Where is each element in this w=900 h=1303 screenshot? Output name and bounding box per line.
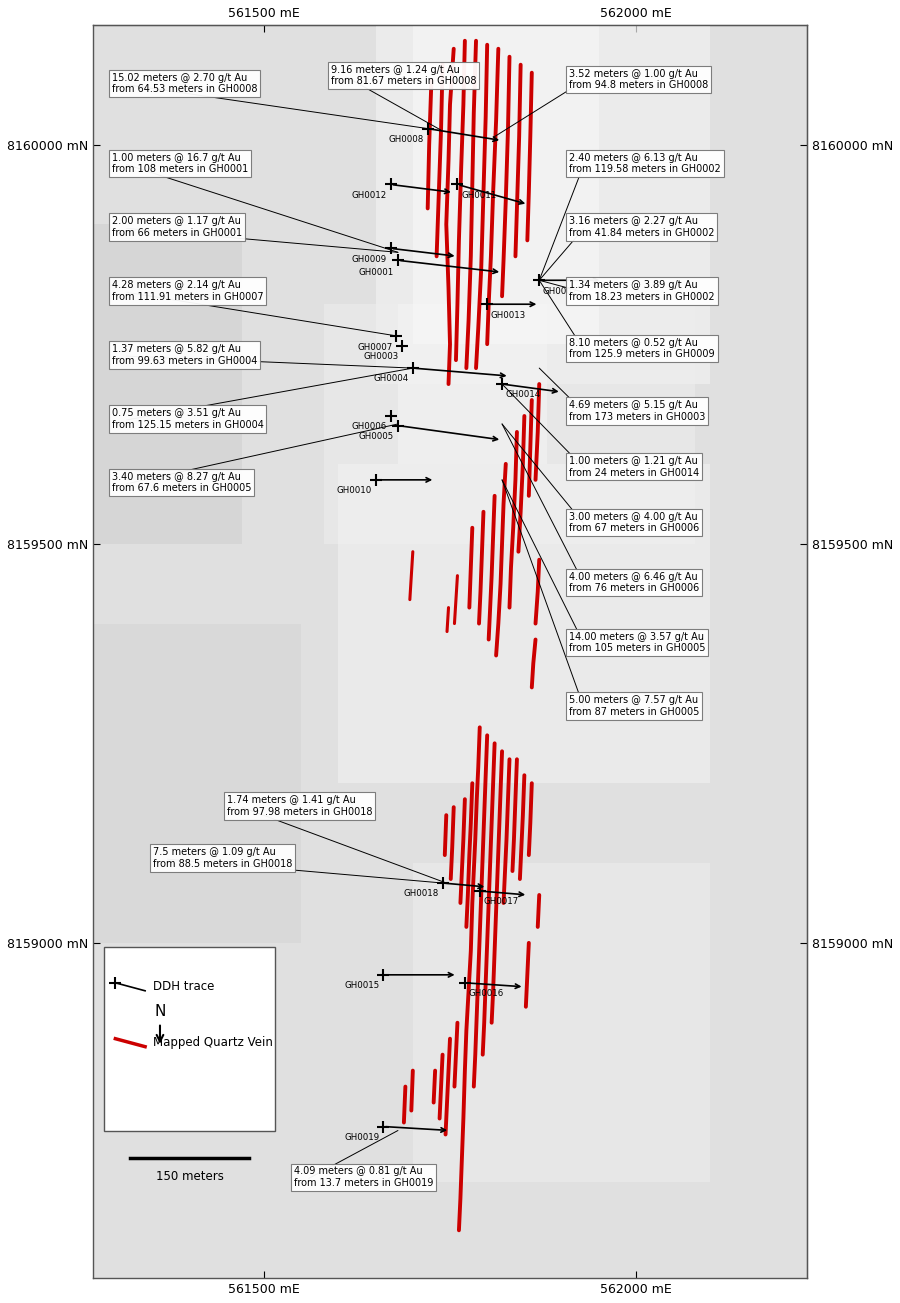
- Text: GH0008: GH0008: [389, 136, 424, 143]
- Text: 14.00 meters @ 3.57 g/t Au
from 105 meters in GH0005: 14.00 meters @ 3.57 g/t Au from 105 mete…: [569, 632, 706, 653]
- Text: GH0005: GH0005: [359, 433, 394, 440]
- Text: GH0012: GH0012: [352, 190, 387, 199]
- Bar: [338, 464, 710, 783]
- Text: 15.02 meters @ 2.70 g/t Au
from 64.53 meters in GH0008: 15.02 meters @ 2.70 g/t Au from 64.53 me…: [112, 73, 257, 94]
- Text: Mapped Quartz Vein: Mapped Quartz Vein: [152, 1036, 273, 1049]
- Text: GH0007: GH0007: [357, 343, 392, 352]
- Text: GH0006: GH0006: [352, 422, 387, 431]
- Text: 8.10 meters @ 0.52 g/t Au
from 125.9 meters in GH0009: 8.10 meters @ 0.52 g/t Au from 125.9 met…: [569, 337, 715, 360]
- Text: 4.28 meters @ 2.14 g/t Au
from 111.91 meters in GH0007: 4.28 meters @ 2.14 g/t Au from 111.91 me…: [112, 280, 264, 302]
- Text: 3.16 meters @ 2.27 g/t Au
from 41.84 meters in GH0002: 3.16 meters @ 2.27 g/t Au from 41.84 met…: [569, 216, 715, 238]
- Text: GH0017: GH0017: [483, 898, 518, 907]
- Text: GH0019: GH0019: [344, 1132, 380, 1141]
- Text: 3.00 meters @ 4.00 g/t Au
from 67 meters in GH0006: 3.00 meters @ 4.00 g/t Au from 67 meters…: [569, 512, 699, 533]
- Text: GH0001: GH0001: [359, 268, 394, 278]
- Bar: [413, 863, 710, 1182]
- Text: GH0011: GH0011: [461, 190, 497, 199]
- Text: GH0015: GH0015: [344, 981, 380, 990]
- Text: 4.09 meters @ 0.81 g/t Au
from 13.7 meters in GH0019: 4.09 meters @ 0.81 g/t Au from 13.7 mete…: [293, 1166, 433, 1188]
- Text: GH0010: GH0010: [337, 486, 372, 495]
- Text: GH0016: GH0016: [469, 989, 504, 998]
- Text: 7.5 meters @ 1.09 g/t Au
from 88.5 meters in GH0018: 7.5 meters @ 1.09 g/t Au from 88.5 meter…: [152, 847, 292, 869]
- Bar: [398, 304, 546, 464]
- Text: 5.00 meters @ 7.57 g/t Au
from 87 meters in GH0005: 5.00 meters @ 7.57 g/t Au from 87 meters…: [569, 696, 699, 717]
- Text: 150 meters: 150 meters: [156, 1170, 224, 1183]
- Text: 1.34 meters @ 3.89 g/t Au
from 18.23 meters in GH0002: 1.34 meters @ 3.89 g/t Au from 18.23 met…: [569, 280, 715, 302]
- Text: GH0018: GH0018: [403, 890, 439, 898]
- Text: 9.16 meters @ 1.24 g/t Au
from 81.67 meters in GH0008: 9.16 meters @ 1.24 g/t Au from 81.67 met…: [331, 65, 476, 86]
- Text: N: N: [154, 1003, 166, 1019]
- Text: 4.69 meters @ 5.15 g/t Au
from 173 meters in GH0003: 4.69 meters @ 5.15 g/t Au from 173 meter…: [569, 400, 706, 422]
- Bar: [93, 624, 302, 943]
- Text: 2.00 meters @ 1.17 g/t Au
from 66 meters in GH0001: 2.00 meters @ 1.17 g/t Au from 66 meters…: [112, 216, 242, 238]
- Text: 1.37 meters @ 5.82 g/t Au
from 99.63 meters in GH0004: 1.37 meters @ 5.82 g/t Au from 99.63 met…: [112, 344, 257, 366]
- Text: DDH trace: DDH trace: [152, 980, 214, 993]
- Text: 1.00 meters @ 1.21 g/t Au
from 24 meters in GH0014: 1.00 meters @ 1.21 g/t Au from 24 meters…: [569, 456, 699, 477]
- Bar: [375, 0, 710, 384]
- Text: 2.40 meters @ 6.13 g/t Au
from 119.58 meters in GH0002: 2.40 meters @ 6.13 g/t Au from 119.58 me…: [569, 152, 721, 175]
- Bar: [324, 304, 696, 543]
- Text: 1.00 meters @ 16.7 g/t Au
from 108 meters in GH0001: 1.00 meters @ 16.7 g/t Au from 108 meter…: [112, 152, 248, 175]
- Bar: [104, 947, 275, 1131]
- Bar: [93, 224, 242, 543]
- Text: GH0009: GH0009: [352, 254, 387, 263]
- Text: 4.00 meters @ 6.46 g/t Au
from 76 meters in GH0006: 4.00 meters @ 6.46 g/t Au from 76 meters…: [569, 572, 699, 593]
- Text: GH0003: GH0003: [364, 352, 399, 361]
- Bar: [413, 25, 598, 344]
- Text: 3.40 meters @ 8.27 g/t Au
from 67.6 meters in GH0005: 3.40 meters @ 8.27 g/t Au from 67.6 mete…: [112, 472, 251, 494]
- Text: GH0004: GH0004: [374, 374, 410, 383]
- Text: GH0002: GH0002: [543, 287, 578, 296]
- Text: GH0013: GH0013: [491, 310, 526, 319]
- Text: 0.75 meters @ 3.51 g/t Au
from 125.15 meters in GH0004: 0.75 meters @ 3.51 g/t Au from 125.15 me…: [112, 408, 264, 430]
- Text: 1.74 meters @ 1.41 g/t Au
from 97.98 meters in GH0018: 1.74 meters @ 1.41 g/t Au from 97.98 met…: [227, 795, 373, 817]
- Text: 3.52 meters @ 1.00 g/t Au
from 94.8 meters in GH0008: 3.52 meters @ 1.00 g/t Au from 94.8 mete…: [569, 69, 708, 90]
- Text: GH0014: GH0014: [506, 391, 541, 400]
